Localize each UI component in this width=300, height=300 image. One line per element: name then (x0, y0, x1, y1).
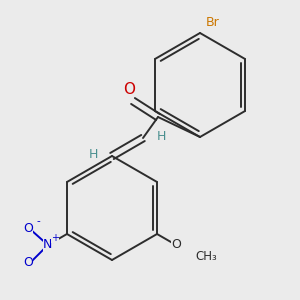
Text: O: O (123, 82, 135, 97)
Text: O: O (171, 238, 181, 251)
Text: O: O (23, 223, 33, 236)
Text: H: H (88, 148, 98, 161)
Text: -: - (36, 216, 40, 226)
Text: O: O (23, 256, 33, 269)
Text: +: + (51, 233, 59, 243)
Text: N: N (43, 238, 52, 251)
Text: H: H (157, 130, 166, 143)
Text: Br: Br (206, 16, 220, 29)
Text: CH₃: CH₃ (195, 250, 217, 263)
